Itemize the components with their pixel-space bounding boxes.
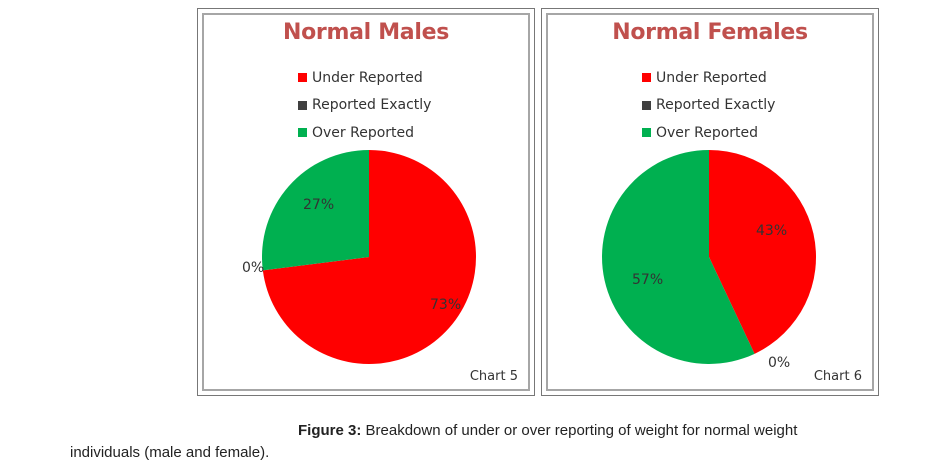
caption-text: Breakdown of under or over reporting of … (361, 422, 798, 439)
legend-swatch-over (298, 128, 307, 138)
pie-slice-over (261, 149, 369, 271)
data-label-over: 27% (303, 197, 334, 213)
chart-number: Chart 5 (469, 369, 518, 384)
caption-prefix: Figure 3: (298, 422, 362, 439)
chart-title: Normal Females (612, 20, 808, 45)
legend-label: Reported Exactly (656, 97, 776, 114)
legend-item-over: Over Reported (298, 119, 431, 147)
figure-caption: Figure 3: Breakdown of under or over rep… (70, 420, 900, 464)
legend: Under Reported Reported Exactly Over Rep… (642, 64, 775, 147)
caption-line-1: Figure 3: Breakdown of under or over rep… (70, 420, 900, 442)
pie-slice-over (602, 150, 755, 365)
legend-label: Over Reported (656, 124, 759, 141)
chart-panel-females: Normal Females Under Reported Reported E… (541, 8, 879, 396)
pie-chart-females: 43% 0% 57% (602, 150, 817, 371)
legend-label: Under Reported (656, 69, 767, 86)
data-label-exact: 0% (242, 260, 264, 276)
legend-label: Reported Exactly (312, 97, 432, 114)
legend-label: Under Reported (312, 69, 423, 86)
legend-swatch-over (642, 128, 651, 138)
chart-frame (202, 13, 530, 391)
data-label-under: 43% (756, 223, 787, 239)
chart-title: Normal Males (282, 20, 450, 45)
legend-item-under: Under Reported (642, 64, 775, 92)
legend-swatch-exact (298, 100, 307, 110)
data-label-under: 73% (430, 297, 461, 313)
caption-line-2: individuals (male and female). (70, 444, 270, 461)
pie-chart-males: 73% 0% 27% (242, 149, 476, 364)
legend-label: Over Reported (312, 124, 415, 141)
pie-slice-under (262, 150, 476, 364)
chart-panel-males: Normal Males Under Reported Reported Exa… (197, 8, 535, 396)
legend-item-under: Under Reported (298, 64, 431, 92)
chart-frame (546, 13, 874, 391)
pie-slice-under (709, 150, 817, 354)
legend-item-over: Over Reported (642, 119, 775, 147)
chart-number: Chart 6 (813, 369, 862, 384)
legend-swatch-under (642, 73, 651, 83)
data-label-over: 57% (632, 272, 663, 288)
data-label-exact: 0% (768, 355, 790, 371)
legend-item-exact: Reported Exactly (298, 92, 431, 120)
legend-swatch-exact (642, 100, 651, 110)
legend-item-exact: Reported Exactly (642, 92, 775, 120)
legend: Under Reported Reported Exactly Over Rep… (298, 64, 431, 147)
legend-swatch-under (298, 73, 307, 83)
